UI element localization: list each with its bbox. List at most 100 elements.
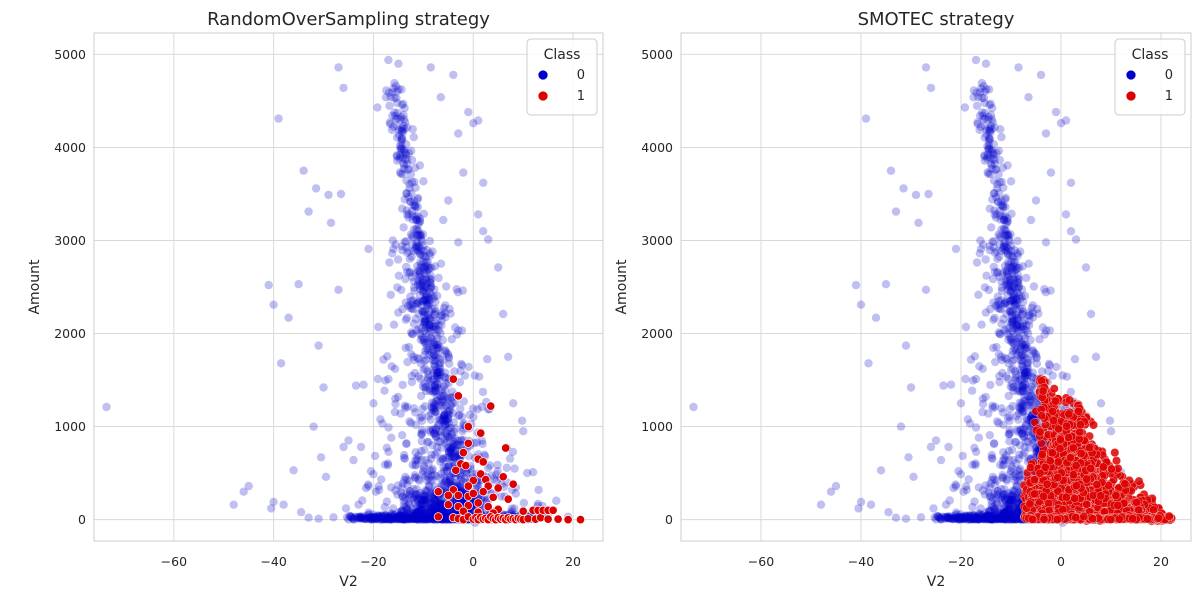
class-0-point — [414, 514, 423, 523]
class-0-point — [403, 514, 413, 523]
class-0-point — [1000, 297, 1010, 306]
class-0-point — [816, 500, 826, 509]
class-0-point — [439, 414, 448, 423]
class-0-point — [1013, 251, 1022, 260]
class-0-point — [444, 453, 453, 462]
class-0-point — [387, 125, 397, 135]
class-0-point — [1022, 360, 1031, 369]
class-0-point — [371, 512, 380, 521]
class-0-point — [1020, 343, 1029, 353]
class-0-point — [1006, 307, 1015, 316]
class-0-point — [401, 515, 410, 524]
class-0-point — [346, 512, 356, 522]
class-0-point — [413, 353, 422, 363]
class-0-point — [419, 515, 428, 524]
class-0-point — [1005, 499, 1014, 509]
class-0-point — [994, 189, 1004, 198]
class-0-point — [1091, 352, 1101, 361]
class-0-point — [426, 282, 436, 291]
class-0-point — [1009, 258, 1019, 267]
class-0-point — [1018, 381, 1027, 391]
class-0-point — [992, 184, 1002, 193]
class-1-point — [453, 391, 463, 401]
class-0-point — [409, 514, 419, 523]
class-0-point — [450, 367, 459, 376]
class-0-point — [1023, 364, 1032, 373]
class-0-point — [364, 514, 373, 523]
class-0-point — [368, 513, 378, 522]
class-0-point — [1028, 313, 1038, 322]
class-0-point — [1009, 321, 1018, 330]
class-0-point — [435, 367, 444, 377]
class-0-point — [430, 502, 440, 512]
class-0-point — [378, 511, 387, 520]
class-0-point — [431, 396, 441, 406]
class-0-point — [989, 315, 998, 324]
class-0-point — [404, 247, 414, 256]
left-scatter-panel: −60 −40 −20 0 20010002000300040005000RandomO… — [27, 9, 604, 590]
class-0-point — [439, 391, 448, 401]
class-1-point — [478, 457, 488, 467]
class-0-point — [505, 454, 515, 463]
class-0-point — [977, 108, 987, 117]
class-0-point — [986, 121, 996, 131]
class-0-point — [388, 512, 397, 522]
class-0-point — [1028, 346, 1038, 355]
class-0-point — [1008, 350, 1017, 360]
class-0-point — [384, 514, 393, 523]
class-0-point — [430, 357, 439, 366]
class-0-point — [1023, 374, 1032, 383]
class-0-point — [424, 293, 434, 302]
class-0-point — [436, 473, 445, 483]
class-0-point — [961, 374, 970, 384]
class-0-point — [1003, 281, 1012, 291]
class-0-point — [423, 299, 432, 309]
class-0-point — [1010, 246, 1019, 255]
class-0-point — [411, 491, 420, 501]
class-0-point — [388, 510, 397, 519]
class-0-point — [411, 514, 420, 523]
class-0-point — [420, 514, 429, 523]
class-0-point — [411, 212, 421, 222]
class-0-point — [413, 495, 422, 505]
class-0-point — [1002, 451, 1011, 460]
class-0-point — [309, 422, 318, 431]
class-0-point — [437, 443, 446, 452]
class-0-point — [416, 515, 425, 524]
class-0-point — [368, 515, 377, 524]
class-0-point — [380, 514, 389, 524]
class-0-point — [405, 490, 414, 499]
class-0-point — [445, 406, 454, 415]
class-0-point — [364, 508, 373, 517]
class-0-point — [1018, 262, 1027, 271]
class-0-point — [430, 310, 439, 320]
class-0-point — [993, 268, 1003, 277]
class-0-point — [995, 177, 1004, 187]
class-0-point — [1009, 315, 1018, 324]
class-0-point — [427, 333, 436, 343]
class-0-point — [396, 169, 405, 178]
class-0-point — [421, 323, 431, 333]
class-0-point — [369, 470, 378, 479]
class-0-point — [427, 506, 436, 515]
class-0-point — [441, 308, 450, 318]
class-0-point — [398, 128, 407, 137]
class-0-point — [397, 85, 406, 94]
class-0-point — [412, 454, 421, 463]
class-0-point — [444, 448, 454, 457]
class-0-point — [402, 509, 412, 518]
class-0-point — [342, 513, 352, 522]
class-0-point — [419, 506, 428, 516]
class-0-point — [414, 515, 423, 524]
class-0-point — [428, 322, 437, 331]
class-0-point — [1011, 262, 1020, 271]
class-0-point — [984, 285, 993, 295]
class-0-point — [415, 511, 425, 520]
class-0-point — [422, 283, 432, 292]
class-0-point — [1005, 237, 1014, 246]
class-0-point — [393, 513, 403, 523]
class-0-point — [457, 436, 466, 446]
class-0-point — [429, 429, 439, 438]
class-0-point — [1009, 471, 1018, 481]
class-0-point — [419, 500, 428, 509]
